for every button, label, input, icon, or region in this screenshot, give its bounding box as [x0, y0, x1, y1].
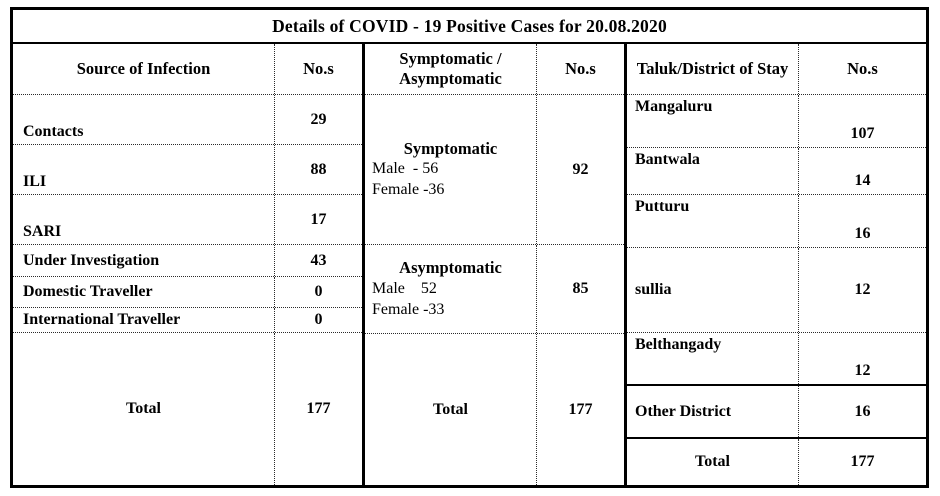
taluk-row-label: Belthangady: [627, 333, 799, 384]
taluk-header-row: Taluk/District of Stay No.s: [627, 44, 926, 94]
taluk-total-label: Total: [627, 439, 799, 485]
taluk-total-value: 177: [850, 453, 875, 470]
table-row: Mangaluru 107: [627, 94, 926, 147]
source-nos-header: No.s: [303, 59, 334, 79]
symptomatic-block-row: Symptomatic Male - 56 Female -36 92: [365, 94, 624, 244]
taluk-row-label: Mangaluru: [627, 95, 799, 147]
source-of-infection-header: Source of Infection: [13, 44, 275, 94]
table-row: Belthangady 12: [627, 332, 926, 384]
table-title: Details of COVID - 19 Positive Cases for…: [13, 10, 926, 44]
source-row-label: Domestic Traveller: [13, 277, 275, 307]
taluk-row-label: sullia: [627, 248, 799, 332]
taluk-row-label: Bantwala: [627, 148, 799, 194]
taluk-row-label: Putturu: [627, 195, 799, 247]
source-row-value: 43: [310, 251, 327, 269]
female-count-line: Female -33: [372, 300, 445, 318]
asymptomatic-block-row: Asymptomatic Male 52 Female -33 85: [365, 244, 624, 333]
male-count-line: Male - 56: [372, 160, 439, 178]
symptomatic-section: Symptomatic / Asymptomatic No.s Symptoma…: [365, 44, 627, 485]
table-row: Domestic Traveller 0: [13, 276, 362, 307]
table-row: Bantwala 14: [627, 147, 926, 194]
source-total-row: Total 177: [13, 332, 362, 485]
symptomatic-header-row: Symptomatic / Asymptomatic No.s: [365, 44, 624, 94]
source-row-label: International Traveller: [13, 308, 275, 332]
taluk-row-value: 12: [854, 362, 871, 379]
source-row-value: 0: [314, 311, 323, 328]
table-row: SARI 17: [13, 194, 362, 244]
table-row: Under Investigation 43: [13, 244, 362, 276]
asymptomatic-block-value: 85: [572, 280, 589, 297]
block-title: Asymptomatic: [399, 258, 502, 278]
symptomatic-total-value: 177: [568, 400, 593, 418]
table-row: Contacts 29: [13, 94, 362, 144]
asymptomatic-block: Asymptomatic Male 52 Female -33: [365, 245, 537, 333]
source-row-value: 88: [310, 160, 327, 178]
source-row-label: Contacts: [13, 95, 275, 144]
taluk-row-value: 16: [854, 225, 871, 242]
block-title: Symptomatic: [403, 138, 498, 158]
symptomatic-total-row: Total 177: [365, 333, 624, 485]
taluk-district-section: Taluk/District of Stay No.s Mangaluru 10…: [627, 44, 926, 485]
table-row: Other District 16: [627, 384, 926, 437]
source-row-label: Under Investigation: [13, 245, 275, 276]
symptomatic-total-label: Total: [365, 334, 537, 485]
taluk-nos-header: No.s: [847, 59, 878, 79]
table-row: sullia 12: [627, 247, 926, 332]
taluk-row-label: Other District: [627, 386, 799, 437]
symptomatic-header: Symptomatic / Asymptomatic: [365, 44, 537, 94]
table-row: International Traveller 0: [13, 307, 362, 332]
covid-cases-table: Details of COVID - 19 Positive Cases for…: [10, 7, 929, 488]
taluk-row-value: 107: [850, 125, 875, 142]
table-row: ILI 88: [13, 144, 362, 194]
source-total-value: 177: [306, 400, 331, 417]
source-of-infection-section: Source of Infection No.s Contacts 29 ILI…: [13, 44, 365, 485]
source-row-label: SARI: [13, 195, 275, 244]
taluk-total-row: Total 177: [627, 437, 926, 485]
male-count-line: Male 52: [372, 279, 437, 297]
table-body: Source of Infection No.s Contacts 29 ILI…: [13, 44, 926, 485]
taluk-district-header: Taluk/District of Stay: [627, 44, 799, 94]
symptomatic-block-value: 92: [572, 160, 589, 178]
symptomatic-block: Symptomatic Male - 56 Female -36: [365, 95, 537, 244]
table-row: Putturu 16: [627, 194, 926, 247]
taluk-row-value: 12: [854, 281, 871, 298]
source-row-value: 17: [310, 210, 327, 228]
taluk-row-value: 14: [854, 172, 871, 189]
symptomatic-nos-header: No.s: [565, 59, 596, 79]
source-row-value: 29: [310, 110, 327, 128]
female-count-line: Female -36: [372, 181, 445, 199]
source-header-row: Source of Infection No.s: [13, 44, 362, 94]
source-row-label: ILI: [13, 145, 275, 194]
source-total-label: Total: [13, 333, 275, 485]
source-row-value: 0: [314, 283, 323, 300]
taluk-row-value: 16: [854, 402, 871, 420]
